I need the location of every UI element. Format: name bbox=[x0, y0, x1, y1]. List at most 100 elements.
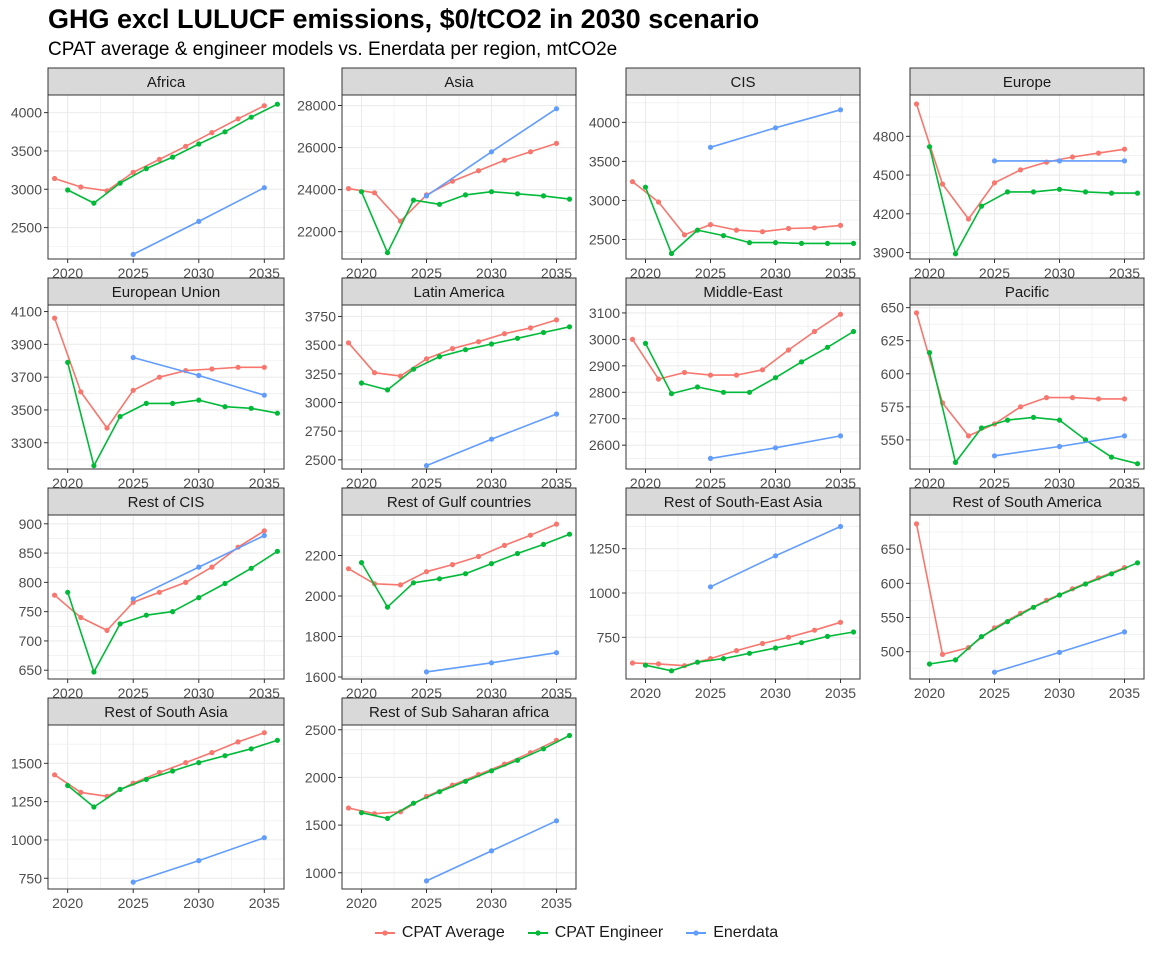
y-tick-label: 1800 bbox=[305, 628, 336, 644]
panel-border bbox=[909, 94, 1145, 260]
x-tick-label: 2035 bbox=[1109, 685, 1140, 701]
data-point-cpat-average bbox=[837, 311, 844, 317]
data-point-enerdata bbox=[423, 463, 430, 469]
data-point-cpat-engineer bbox=[436, 354, 443, 360]
y-tick-label: 3500 bbox=[11, 402, 42, 418]
data-point-cpat-engineer bbox=[1082, 581, 1089, 587]
panel-rest-of-south-asia: Rest of South Asia 2020 2025 2030 2035 750 100… bbox=[11, 697, 285, 911]
y-tick-label: 2500 bbox=[305, 722, 336, 738]
data-point-cpat-engineer bbox=[668, 391, 675, 397]
data-point-enerdata bbox=[261, 532, 267, 539]
data-point-cpat-average bbox=[1069, 154, 1076, 160]
y-tick-label: 3900 bbox=[873, 245, 904, 261]
facet-title: Rest of South Asia bbox=[104, 704, 228, 721]
panel-european-union: European Union 2020 2025 2030 2035 3300 3500 37… bbox=[11, 277, 285, 491]
data-point-cpat-average bbox=[1017, 167, 1024, 173]
data-point-cpat-average bbox=[156, 589, 162, 595]
data-point-cpat-engineer bbox=[514, 550, 521, 557]
panel-africa: Africa 2020 2025 2030 2035 2500 3000 3500 4000 bbox=[11, 67, 285, 281]
data-point-enerdata bbox=[1121, 433, 1128, 439]
data-point-cpat-engineer bbox=[514, 757, 521, 763]
y-tick-label: 2600 bbox=[589, 437, 620, 453]
data-point-enerdata bbox=[261, 392, 267, 398]
x-tick-label: 2035 bbox=[249, 265, 280, 281]
y-tick-label: 3300 bbox=[11, 435, 42, 451]
y-tick-label: 3250 bbox=[305, 366, 336, 382]
data-point-cpat-average bbox=[235, 116, 241, 122]
data-point-cpat-average bbox=[913, 101, 920, 107]
data-point-enerdata bbox=[488, 660, 495, 666]
data-point-cpat-engineer bbox=[65, 187, 71, 193]
data-point-cpat-average bbox=[183, 760, 189, 766]
panel-border bbox=[909, 304, 1145, 470]
x-tick-label: 2030 bbox=[760, 265, 791, 281]
facet-title: Rest of South America bbox=[952, 494, 1102, 511]
x-tick-label: 2030 bbox=[476, 265, 507, 281]
data-point-enerdata bbox=[196, 218, 202, 224]
data-point-cpat-engineer bbox=[117, 786, 123, 793]
facet-title: Rest of Gulf countries bbox=[387, 494, 531, 511]
panel-border bbox=[341, 724, 577, 890]
data-point-cpat-engineer bbox=[143, 776, 149, 783]
y-tick-label: 1600 bbox=[305, 669, 336, 685]
data-point-cpat-average bbox=[527, 325, 534, 331]
data-point-cpat-average bbox=[811, 225, 818, 231]
y-tick-label: 2200 bbox=[305, 547, 336, 563]
data-point-enerdata bbox=[488, 848, 495, 854]
data-point-enerdata bbox=[196, 372, 202, 379]
data-point-cpat-engineer bbox=[462, 571, 469, 577]
panel-rest-of-sub-saharan-africa: Rest of Sub Saharan africa 2020 2025 2030 20… bbox=[305, 697, 577, 911]
x-tick-label: 2035 bbox=[1109, 475, 1140, 491]
panel-border bbox=[341, 304, 577, 470]
data-point-cpat-average bbox=[235, 739, 241, 745]
x-tick-label: 2030 bbox=[476, 895, 507, 911]
data-point-enerdata bbox=[261, 185, 267, 191]
data-point-cpat-engineer bbox=[1056, 592, 1063, 598]
data-point-cpat-engineer bbox=[410, 580, 417, 586]
data-point-cpat-engineer bbox=[926, 144, 933, 150]
data-point-cpat-average bbox=[629, 179, 636, 185]
data-point-enerdata bbox=[423, 193, 430, 199]
x-tick-label: 2025 bbox=[695, 475, 726, 491]
data-point-cpat-engineer bbox=[91, 804, 97, 810]
data-point-cpat-engineer bbox=[566, 732, 573, 739]
data-point-cpat-average bbox=[965, 216, 972, 222]
data-point-cpat-engineer bbox=[274, 737, 280, 743]
facet-strip bbox=[341, 277, 577, 306]
panel-border bbox=[625, 514, 861, 680]
data-point-cpat-average bbox=[553, 140, 560, 146]
x-tick-label: 2035 bbox=[249, 895, 280, 911]
y-tick-label: 2000 bbox=[305, 588, 336, 604]
data-point-cpat-engineer bbox=[1030, 604, 1037, 610]
data-point-cpat-average bbox=[261, 730, 267, 736]
x-tick-label: 2020 bbox=[630, 475, 661, 491]
data-point-cpat-engineer bbox=[248, 565, 254, 571]
data-point-cpat-average bbox=[1017, 404, 1024, 410]
data-point-cpat-average bbox=[527, 149, 534, 155]
data-point-cpat-average bbox=[104, 425, 110, 431]
data-point-cpat-engineer bbox=[952, 251, 959, 257]
data-point-enerdata bbox=[772, 553, 779, 559]
data-point-cpat-engineer bbox=[196, 760, 202, 766]
data-point-cpat-average bbox=[449, 562, 456, 568]
x-tick-label: 2025 bbox=[979, 475, 1010, 491]
panel-border bbox=[625, 94, 861, 260]
x-tick-label: 2025 bbox=[411, 685, 442, 701]
data-point-enerdata bbox=[553, 411, 560, 417]
facet-strip bbox=[47, 67, 285, 96]
data-point-cpat-average bbox=[261, 528, 267, 534]
y-tick-label: 900 bbox=[19, 516, 43, 532]
facet-title: Latin America bbox=[414, 284, 506, 301]
data-point-cpat-average bbox=[52, 315, 58, 321]
y-tick-label: 3000 bbox=[589, 192, 620, 208]
data-point-cpat-engineer bbox=[170, 154, 176, 160]
data-point-cpat-engineer bbox=[850, 328, 857, 335]
y-tick-label: 28000 bbox=[297, 98, 336, 114]
y-tick-label: 750 bbox=[19, 870, 43, 886]
y-tick-label: 850 bbox=[19, 545, 43, 561]
data-point-cpat-engineer bbox=[540, 329, 547, 336]
y-tick-label: 700 bbox=[19, 633, 43, 649]
data-point-cpat-average bbox=[345, 340, 352, 346]
data-point-enerdata bbox=[196, 858, 202, 864]
data-point-cpat-average bbox=[345, 186, 352, 192]
